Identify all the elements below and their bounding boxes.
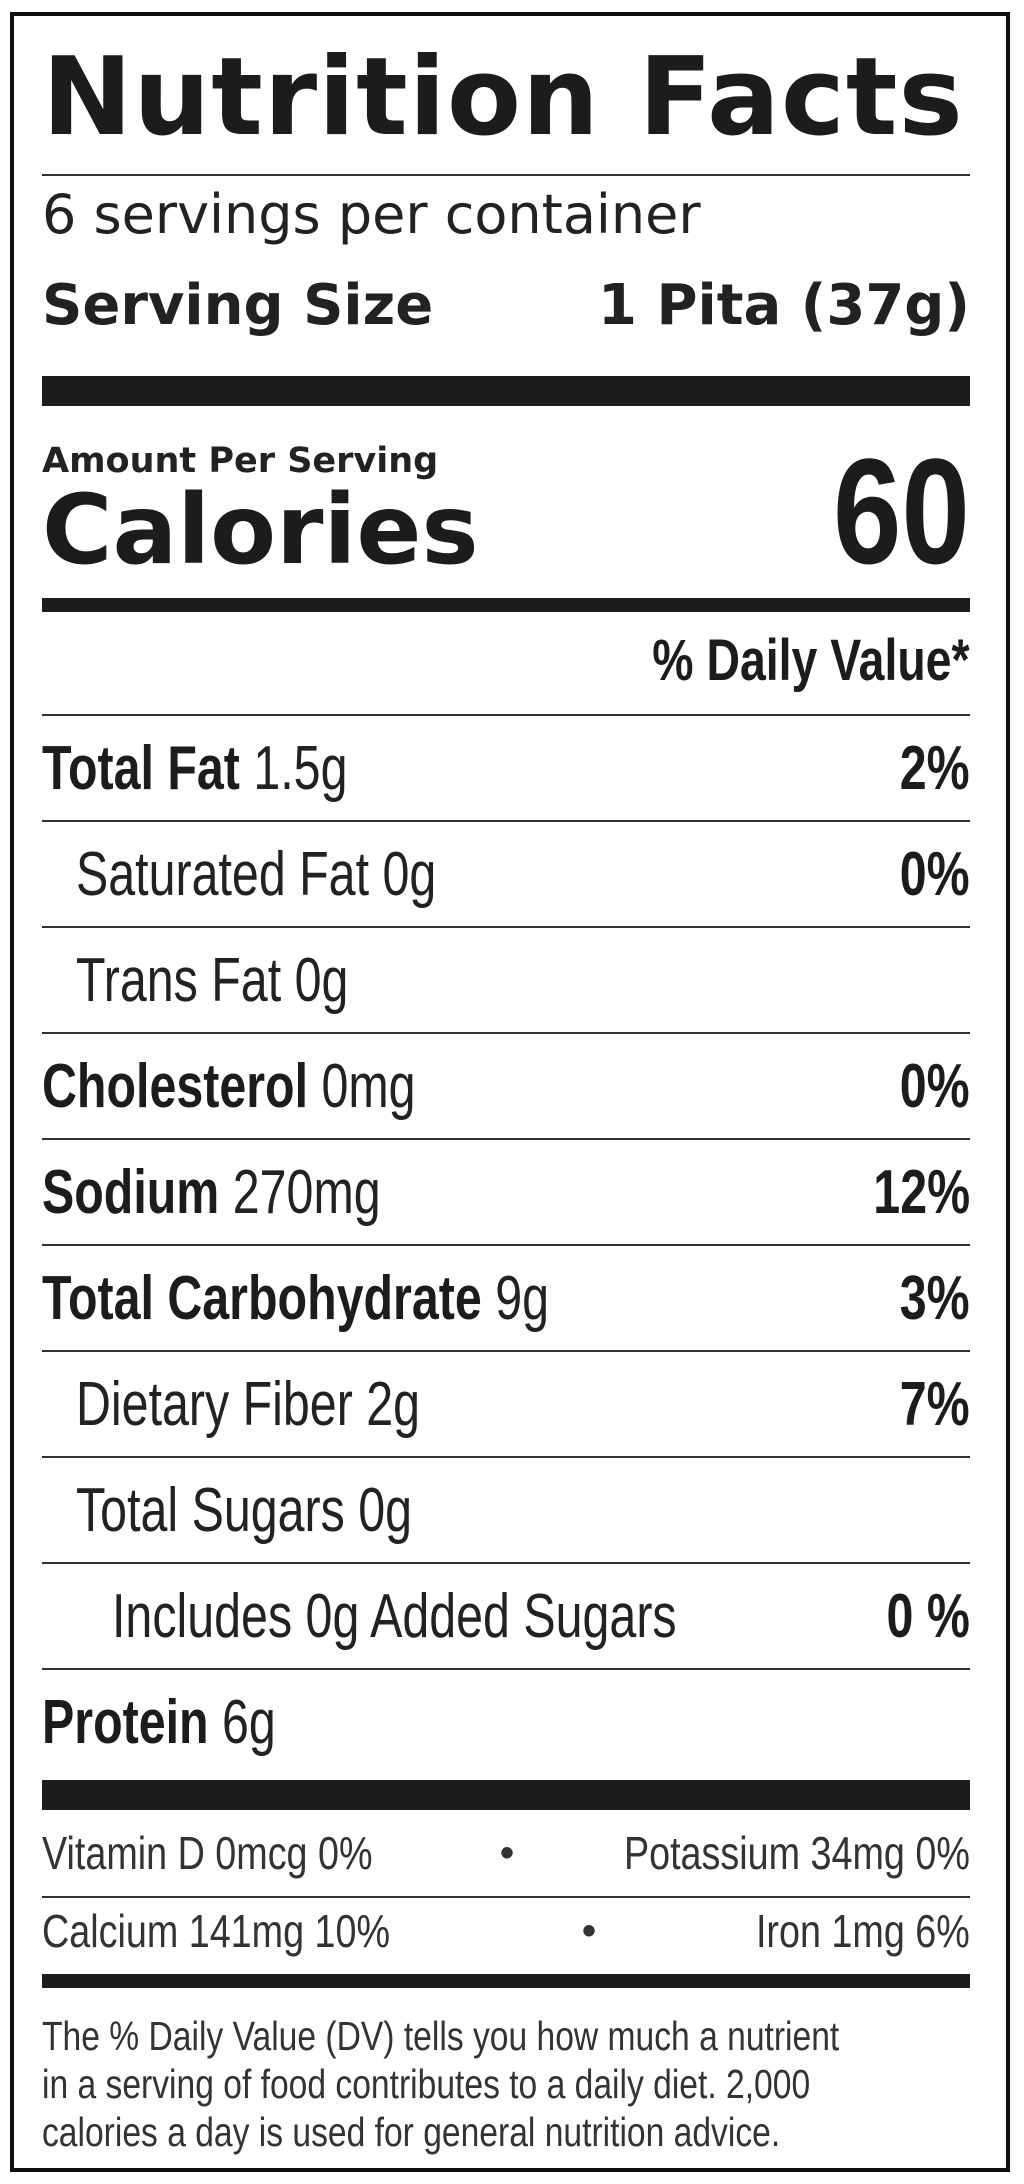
title-divider (42, 174, 970, 176)
label-content: Nutrition Facts 6 servings per container… (42, 16, 970, 2168)
serving-size-label: Serving Size (42, 273, 434, 338)
nutrient-dv: 0% (900, 840, 970, 909)
potassium-value: Potassium 34mg 0% (624, 1827, 970, 1879)
footnote-line: in a serving of food contributes to a da… (42, 2061, 811, 2107)
calories-label: Calories (42, 474, 479, 586)
nutrient-name: Trans Fat 0g (76, 946, 349, 1015)
mineral-row-1: Vitamin D 0mcg 0% • Potassium 34mg 0% (42, 1814, 970, 1892)
calories-value: 60 (833, 427, 970, 595)
nutrient-dv: 2% (900, 734, 970, 803)
nutrient-amount: 270mg (219, 1158, 381, 1227)
nutrient-amount: 6g (208, 1688, 276, 1757)
nutrient-row-total-fat: Total Fat 1.5g 2% (42, 714, 970, 822)
daily-value-header: % Daily Value* (652, 628, 970, 693)
calcium-value: Calcium 141mg 10% (42, 1905, 391, 1957)
thick-divider-top (42, 376, 970, 406)
nutrient-row-saturated-fat: Saturated Fat 0g 0% (42, 820, 970, 928)
nutrient-dv: 3% (900, 1264, 970, 1333)
nutrient-row-dietary-fiber: Dietary Fiber 2g 7% (42, 1350, 970, 1458)
iron-value: Iron 1mg 6% (756, 1905, 970, 1957)
nutrient-name: Total Sugars 0g (76, 1476, 413, 1545)
nutrient-amount: 1.5g (239, 734, 348, 803)
nutrient-dv: 12% (873, 1158, 970, 1227)
nutrient-row-protein: Protein 6g (42, 1668, 970, 1776)
nutrient-name: Protein (42, 1688, 209, 1757)
nutrient-name: Sodium (42, 1158, 220, 1227)
nutrient-row-total-sugars: Total Sugars 0g (42, 1456, 970, 1564)
nutrient-row-cholesterol: Cholesterol 0mg 0% (42, 1032, 970, 1140)
serving-size-row: Serving Size 1 Pita (37g) (42, 278, 970, 334)
nutrient-dv: 0 % (886, 1582, 970, 1651)
nutrient-row-trans-fat: Trans Fat 0g (42, 926, 970, 1034)
nutrient-name: Includes 0g Added Sugars (112, 1582, 677, 1651)
footnote-divider (42, 1974, 970, 1988)
label-title: Nutrition Facts (42, 35, 964, 160)
serving-size-value: 1 Pita (37g) (598, 273, 970, 338)
nutrient-name: Total Fat (42, 734, 240, 803)
mineral-divider (42, 1896, 970, 1898)
mineral-separator: • (500, 1831, 515, 1875)
amount-per-serving-label: Amount Per Serving (42, 441, 439, 481)
daily-value-footnote: The % Daily Value (DV) tells you how muc… (42, 2012, 985, 2156)
nutrient-dv: 7% (900, 1370, 970, 1439)
nutrient-name: Saturated Fat 0g (76, 840, 437, 909)
mineral-row-2: Calcium 141mg 10% • Iron 1mg 6% (42, 1892, 970, 1970)
nutrient-dv: 0% (900, 1052, 970, 1121)
footnote-line: calories a day is used for general nutri… (42, 2109, 781, 2155)
nutrient-row-total-carbohydrate: Total Carbohydrate 9g 3% (42, 1244, 970, 1352)
servings-per-container: 6 servings per container (42, 183, 701, 246)
nutrient-amount: 0mg (308, 1052, 416, 1121)
footnote-line: The % Daily Value (DV) tells you how muc… (42, 2013, 840, 2059)
nutrient-amount: 9g (481, 1264, 550, 1333)
nutrient-row-sodium: Sodium 270mg 12% (42, 1138, 970, 1246)
vitamin-d-value: Vitamin D 0mcg 0% (42, 1827, 373, 1879)
calories-divider (42, 598, 970, 612)
nutrient-row-added-sugars: Includes 0g Added Sugars 0 % (42, 1562, 970, 1670)
nutrient-name: Cholesterol (42, 1052, 309, 1121)
mineral-separator: • (582, 1909, 597, 1953)
thick-divider-vitamins (42, 1780, 970, 1810)
nutrient-name: Total Carbohydrate (42, 1264, 482, 1333)
nutrition-facts-label: Nutrition Facts 6 servings per container… (10, 12, 1010, 2172)
nutrient-name: Dietary Fiber 2g (76, 1370, 421, 1439)
